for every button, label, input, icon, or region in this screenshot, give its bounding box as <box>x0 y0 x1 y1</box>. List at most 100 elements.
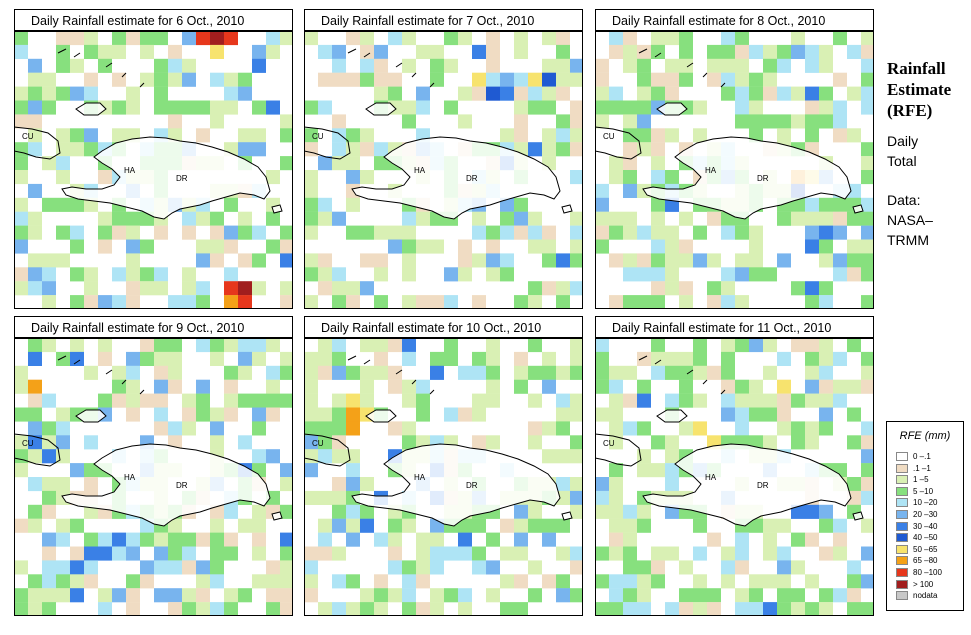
rainfall-cell <box>416 295 430 309</box>
rainfall-cell <box>304 142 318 157</box>
rainfall-cell <box>637 463 651 478</box>
rainfall-cell <box>318 253 332 268</box>
legend-swatch <box>896 544 908 554</box>
rainfall-cell <box>56 128 70 143</box>
rainfall-cell <box>763 267 777 282</box>
rainfall-cell <box>500 546 514 561</box>
rainfall-cell <box>224 365 238 380</box>
panel-title: Daily Rainfall estimate for 9 Oct., 2010 <box>14 316 293 338</box>
rainfall-cell <box>556 588 570 603</box>
rainfall-cell <box>238 351 252 366</box>
rainfall-cell <box>861 351 874 366</box>
rainfall-cell <box>749 72 763 87</box>
rainfall-cell <box>486 72 500 87</box>
rainfall-cell <box>168 518 182 533</box>
rainfall-cell <box>360 504 374 519</box>
rainfall-cell <box>360 225 374 240</box>
rainfall-cell <box>374 602 388 616</box>
rainfall-cell <box>84 574 98 589</box>
rainfall-cell <box>388 338 402 353</box>
rainfall-cell <box>444 351 458 366</box>
puerto-rico-outline <box>561 511 573 521</box>
rainfall-cell <box>542 100 556 115</box>
rainfall-cell <box>374 588 388 603</box>
island-outline <box>642 443 852 527</box>
rainfall-cell <box>182 407 196 422</box>
rainfall-cell <box>252 253 266 268</box>
rainfall-cell <box>14 449 28 464</box>
rainfall-cell <box>266 211 280 226</box>
rainfall-cell <box>196 31 210 46</box>
rainfall-cell <box>224 602 238 616</box>
rainfall-cell <box>623 183 637 198</box>
rainfall-cell <box>430 239 444 254</box>
rainfall-cell <box>98 239 112 254</box>
rainfall-cell <box>665 128 679 143</box>
rainfall-cell <box>847 239 861 254</box>
rainfall-cell <box>304 253 318 268</box>
rainfall-cell <box>500 197 514 212</box>
rainfall-cell <box>637 518 651 533</box>
rainfall-cell <box>126 546 140 561</box>
rainfall-cell <box>679 351 693 366</box>
rainfall-cell <box>318 351 332 366</box>
rainfall-cell <box>556 142 570 157</box>
rfe-title-line-3: (RFE) <box>887 101 933 120</box>
rainfall-cell <box>472 560 486 575</box>
rainfall-cell <box>430 560 444 575</box>
rainfall-cell <box>472 546 486 561</box>
rainfall-cell <box>623 421 637 436</box>
rainfall-cell <box>805 44 819 59</box>
rainfall-cell <box>444 338 458 353</box>
haiti-label: HA <box>705 166 717 175</box>
rainfall-cell <box>609 31 623 46</box>
rainfall-cell <box>847 379 861 394</box>
rainfall-cell <box>304 295 318 309</box>
rainfall-cell <box>486 560 500 575</box>
rainfall-cell <box>280 31 293 46</box>
rainfall-cell <box>56 407 70 422</box>
rainfall-cell <box>332 504 346 519</box>
rainfall-cell <box>861 31 874 46</box>
rainfall-cell <box>28 114 42 129</box>
rainfall-cell <box>42 435 56 450</box>
rainfall-cell <box>56 156 70 171</box>
rainfall-cell <box>707 72 721 87</box>
rainfall-cell <box>318 338 332 353</box>
rainfall-cell <box>735 532 749 547</box>
rainfall-cell <box>56 518 70 533</box>
rainfall-cell <box>777 351 791 366</box>
rainfall-cell <box>458 239 472 254</box>
rfe-title: Rainfall Estimate (RFE) <box>887 58 951 121</box>
rainfall-cell <box>623 31 637 46</box>
rainfall-cell <box>542 449 556 464</box>
rainfall-cell <box>196 128 210 143</box>
rainfall-cell <box>609 253 623 268</box>
cuba-coast <box>595 433 642 467</box>
rainfall-cell <box>388 546 402 561</box>
rainfall-cell <box>763 518 777 533</box>
rainfall-cell <box>833 546 847 561</box>
rainfall-cell <box>126 588 140 603</box>
rainfall-cell <box>98 351 112 366</box>
rainfall-cell <box>651 267 665 282</box>
rainfall-cell <box>637 100 651 115</box>
rainfall-cell <box>374 253 388 268</box>
rainfall-cell <box>637 504 651 519</box>
rainfall-cell <box>252 504 266 519</box>
rainfall-cell <box>140 239 154 254</box>
rainfall-cell <box>665 351 679 366</box>
cuba-label: CU <box>22 439 34 448</box>
rainfall-cell <box>28 351 42 366</box>
rainfall-cell <box>819 225 833 240</box>
rainfall-cell <box>570 477 583 492</box>
rainfall-cell <box>570 225 583 240</box>
rainfall-cell <box>28 379 42 394</box>
rainfall-cell <box>570 211 583 226</box>
rainfall-cell <box>679 58 693 73</box>
rainfall-cell <box>514 602 528 616</box>
rainfall-cell <box>154 532 168 547</box>
rainfall-cell <box>749 602 763 616</box>
rainfall-cell <box>595 490 609 505</box>
rainfall-cell <box>42 72 56 87</box>
